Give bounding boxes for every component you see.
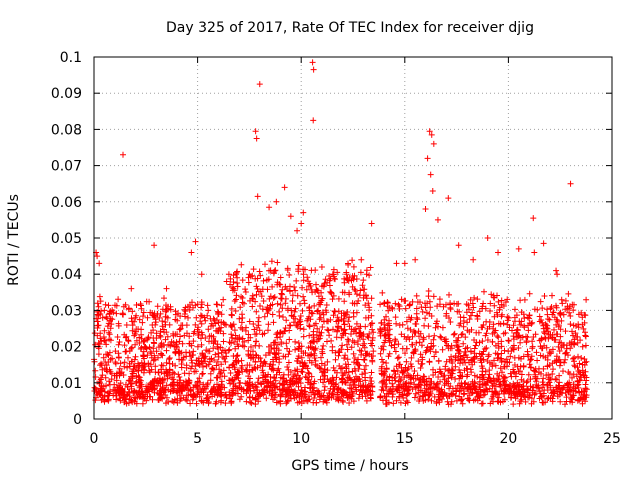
data-point xyxy=(120,151,127,158)
y-tick-label: 0.05 xyxy=(51,231,82,247)
data-point xyxy=(256,81,263,88)
data-point xyxy=(358,256,365,263)
data-point xyxy=(427,171,434,178)
data-point xyxy=(151,242,158,249)
y-tick-label: 0.07 xyxy=(51,159,82,175)
data-point xyxy=(101,307,108,314)
data-point xyxy=(455,242,462,249)
data-point xyxy=(246,271,253,278)
y-tick-label: 0.06 xyxy=(51,195,82,211)
data-point xyxy=(515,245,522,252)
data-point xyxy=(412,256,419,263)
data-point xyxy=(128,285,135,292)
data-point xyxy=(434,216,441,223)
data-point xyxy=(422,206,429,213)
data-point xyxy=(567,180,574,187)
data-point xyxy=(310,66,317,73)
y-tick-label: 0.04 xyxy=(51,267,82,283)
data-point xyxy=(273,198,280,205)
y-tick-label: 0.03 xyxy=(51,303,82,319)
data-point xyxy=(428,131,435,138)
data-point xyxy=(294,227,301,234)
data-point xyxy=(96,260,103,267)
grid xyxy=(94,57,612,419)
data-point xyxy=(198,271,205,278)
data-point xyxy=(253,135,260,142)
data-point xyxy=(318,263,325,270)
data-point xyxy=(445,195,452,202)
y-tick-label: 0.01 xyxy=(51,376,82,392)
x-axis-label: GPS time / hours xyxy=(291,458,408,474)
data-point xyxy=(310,117,317,124)
data-point xyxy=(97,311,104,318)
y-tick-label: 0.1 xyxy=(60,50,82,66)
chart-title: Day 325 of 2017, Rate Of TEC Index for r… xyxy=(166,20,534,36)
x-tick-label: 10 xyxy=(292,431,310,447)
axis-ticks xyxy=(93,56,613,420)
data-point xyxy=(254,193,261,200)
data-point xyxy=(530,215,537,222)
y-tick-label: 0.02 xyxy=(51,340,82,356)
data-points xyxy=(91,59,590,408)
x-tick-label: 15 xyxy=(396,431,414,447)
data-point xyxy=(192,238,199,245)
data-point xyxy=(426,128,433,135)
data-point xyxy=(287,213,294,220)
data-point xyxy=(553,267,560,274)
data-point xyxy=(300,209,307,216)
data-point xyxy=(188,249,195,256)
data-point xyxy=(368,220,375,227)
data-point xyxy=(163,285,170,292)
data-point xyxy=(495,249,502,256)
x-tick-label: 5 xyxy=(193,431,202,447)
data-point xyxy=(298,220,305,227)
y-tick-label: 0 xyxy=(73,412,82,428)
data-point xyxy=(401,260,408,267)
data-point xyxy=(252,128,259,135)
data-point xyxy=(339,289,346,296)
data-point xyxy=(94,253,101,260)
data-point xyxy=(309,59,316,66)
data-point xyxy=(393,260,400,267)
dense-data-points xyxy=(91,257,590,408)
x-tick-label: 0 xyxy=(90,431,99,447)
y-tick-labels: 0 0.01 0.02 0.03 0.04 0.05 0.06 0.07 0.08 0.09 0.1 xyxy=(51,50,82,428)
y-axis-label: ROTI / TECUs xyxy=(6,194,22,286)
y-tick-label: 0.09 xyxy=(51,86,82,102)
data-point xyxy=(223,278,230,285)
data-point xyxy=(430,140,437,147)
x-tick-label: 20 xyxy=(499,431,517,447)
data-point xyxy=(531,249,538,256)
y-tick-label: 0.08 xyxy=(51,122,82,138)
x-tick-labels: 0 5 10 15 20 25 xyxy=(90,431,621,447)
data-point xyxy=(484,235,491,241)
x-tick-label: 25 xyxy=(603,431,621,447)
data-point xyxy=(554,271,561,278)
data-point xyxy=(281,184,288,191)
data-point xyxy=(429,187,436,194)
data-point xyxy=(424,155,431,162)
data-point xyxy=(266,204,273,211)
data-point xyxy=(470,256,477,263)
data-point xyxy=(540,240,547,247)
